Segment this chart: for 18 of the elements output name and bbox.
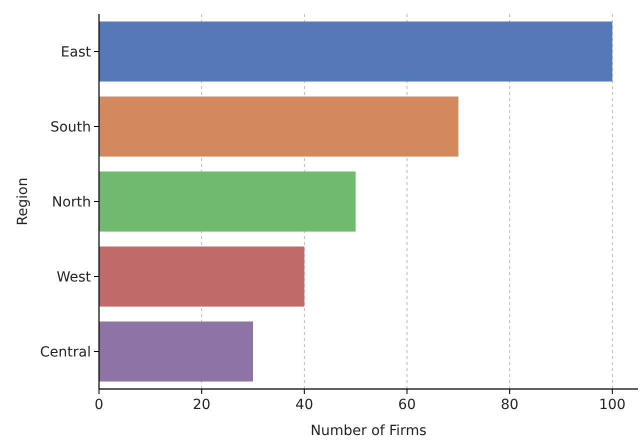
bar bbox=[99, 246, 304, 306]
y-tick-label: East bbox=[60, 44, 92, 60]
x-tick-label: 60 bbox=[398, 397, 416, 413]
x-tick-label: 100 bbox=[598, 397, 626, 413]
bar bbox=[99, 322, 253, 382]
y-tick-label: Central bbox=[40, 344, 91, 360]
x-tick-label: 80 bbox=[500, 397, 519, 413]
y-tick-label: South bbox=[50, 120, 91, 136]
y-tick-label: West bbox=[56, 270, 92, 286]
bar bbox=[99, 22, 612, 82]
x-tick-label: 40 bbox=[295, 397, 314, 413]
x-axis-title: Number of Firms bbox=[310, 423, 426, 439]
x-tick-label: 20 bbox=[192, 397, 211, 413]
y-tick-label: North bbox=[52, 194, 91, 210]
y-axis-title: Region bbox=[15, 178, 31, 226]
bar bbox=[99, 96, 458, 156]
bar bbox=[99, 172, 356, 232]
x-tick-label: 0 bbox=[94, 397, 104, 413]
